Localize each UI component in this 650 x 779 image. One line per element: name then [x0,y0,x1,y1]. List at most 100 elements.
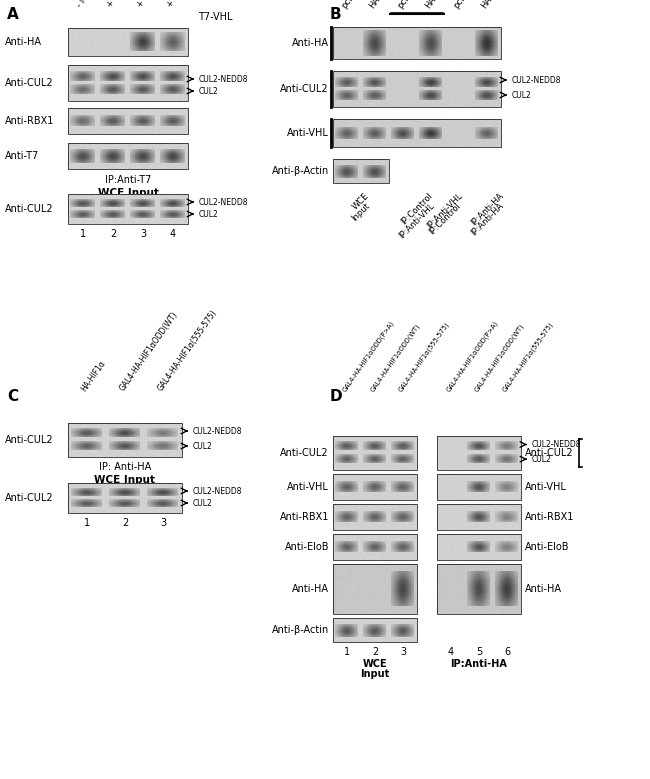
Text: + HA-HIF2α: + HA-HIF2α [166,0,201,9]
Text: CUL2-NEDD8: CUL2-NEDD8 [193,487,242,495]
Text: Anti-EloB: Anti-EloB [285,542,329,552]
Text: IP:Anti-HA: IP:Anti-HA [469,191,505,227]
Text: GAL4-HA-HIF1α(555-575): GAL4-HA-HIF1α(555-575) [502,321,555,393]
Text: Anti-β-Actin: Anti-β-Actin [272,625,329,635]
Text: A: A [7,7,19,22]
Text: 2: 2 [110,229,116,239]
Text: 1: 1 [344,647,350,657]
Text: 2: 2 [372,647,378,657]
Text: CUL2: CUL2 [193,499,213,507]
Text: IP:Anti-VHL: IP:Anti-VHL [397,201,437,240]
Bar [68,423,182,457]
Text: Anti-T7: Anti-T7 [5,151,39,161]
Text: Anti-CUL2: Anti-CUL2 [5,435,53,445]
Text: Anti-VHL: Anti-VHL [525,482,567,492]
Text: Anti-HA: Anti-HA [5,37,42,47]
Text: CUL2: CUL2 [199,86,219,96]
Text: CUL2-NEDD8: CUL2-NEDD8 [512,76,562,84]
Text: Anti-HA: Anti-HA [292,38,329,48]
Text: T7-VHL: T7-VHL [198,12,233,22]
Text: Input: Input [360,669,389,679]
Text: HA-HIF1α: HA-HIF1α [80,358,107,393]
Bar [68,65,188,101]
Text: IP: Anti-HA: IP: Anti-HA [99,462,151,472]
Text: Anti-HA: Anti-HA [292,584,329,594]
Text: GAL4-HA-HIF1αODD(P>A): GAL4-HA-HIF1αODD(P>A) [342,319,396,393]
Text: GAL4-HA-HIF1αODD(P>A): GAL4-HA-HIF1αODD(P>A) [446,319,500,393]
Text: CUL2: CUL2 [532,455,552,464]
Text: IP:Anti-HA: IP:Anti-HA [450,659,508,669]
Text: GAL4-HA-HIF1αODD(WT): GAL4-HA-HIF1αODD(WT) [370,323,422,393]
Text: IP:Anti-HA: IP:Anti-HA [469,201,505,238]
Text: Anti-RBX1: Anti-RBX1 [525,512,575,522]
Text: GAL4-HA-HIF1αODD(WT): GAL4-HA-HIF1αODD(WT) [118,310,179,393]
Text: GAL4-HA-HIF1α(555-575): GAL4-HA-HIF1α(555-575) [398,321,451,393]
Bar [437,534,521,560]
Text: Anti-RBX1: Anti-RBX1 [5,116,55,126]
Bar [333,534,417,560]
Bar [68,108,188,134]
Text: CUL2: CUL2 [199,210,219,218]
Text: Anti-CUL2: Anti-CUL2 [5,204,53,214]
Text: 5: 5 [476,647,482,657]
Text: Anti-CUL2: Anti-CUL2 [280,84,329,94]
Text: WCE Input: WCE Input [98,188,159,198]
Text: 3: 3 [160,518,166,528]
Text: CUL2-NEDD8: CUL2-NEDD8 [199,75,248,83]
Bar [333,159,389,183]
Bar [333,436,417,470]
Text: Anti-VHL: Anti-VHL [287,128,329,138]
Bar [333,504,417,530]
Text: GAL4-HA-HIF1αODD(WT): GAL4-HA-HIF1αODD(WT) [474,323,526,393]
Text: IP:Control: IP:Control [427,201,463,236]
Bar [68,194,188,224]
Text: Input: Input [350,201,372,223]
Bar [68,28,188,56]
Text: CUL2: CUL2 [512,90,532,100]
Text: IP:Control: IP:Control [399,191,435,226]
Bar [437,474,521,500]
Text: HA-HIF2α: HA-HIF2α [368,0,398,10]
Text: CUL2-NEDD8: CUL2-NEDD8 [199,198,248,206]
Text: Anti-EloB: Anti-EloB [525,542,569,552]
Text: CUL2-NEDD8: CUL2-NEDD8 [193,426,242,435]
Text: Anti-CUL2: Anti-CUL2 [5,493,53,503]
Text: 6: 6 [504,647,510,657]
Bar [333,474,417,500]
Text: 2: 2 [122,518,128,528]
Bar [437,564,521,614]
Text: WCE: WCE [351,191,371,211]
Text: 3: 3 [140,229,146,239]
Text: C: C [7,389,18,404]
Bar [333,618,417,642]
Text: B: B [330,7,342,22]
Text: 1: 1 [84,518,90,528]
Text: WCE: WCE [363,659,387,669]
Text: HA-HIF2α: HA-HIF2α [480,0,510,10]
Text: pcDNA3: pcDNA3 [396,0,422,10]
Text: - MOCK: - MOCK [75,0,101,9]
Bar [437,436,521,470]
Text: CUL2-NEDD8: CUL2-NEDD8 [532,440,582,449]
Text: 4: 4 [170,229,176,239]
Text: WCE Input: WCE Input [94,475,155,485]
Text: Anti-CUL2: Anti-CUL2 [5,78,53,88]
Text: Anti-VHL: Anti-VHL [287,482,329,492]
Text: 3: 3 [400,647,406,657]
Text: Anti-CUL2: Anti-CUL2 [280,448,329,458]
Text: IP:Anti-T7: IP:Anti-T7 [105,175,151,185]
Bar [333,27,501,59]
Text: pcDNA3: pcDNA3 [452,0,478,10]
Bar [333,71,501,107]
Bar [437,504,521,530]
Text: GAL4-HA-HIF1α(555-575): GAL4-HA-HIF1α(555-575) [155,308,218,393]
Text: 1: 1 [80,229,86,239]
Bar [333,119,501,147]
Text: pcDNA3: pcDNA3 [340,0,367,10]
Text: IP:Anti-VHL: IP:Anti-VHL [425,191,465,230]
Bar [333,564,417,614]
Bar [68,143,188,169]
Text: + MOCK: + MOCK [106,0,133,9]
Text: Anti-HA: Anti-HA [525,584,562,594]
Text: 4: 4 [448,647,454,657]
